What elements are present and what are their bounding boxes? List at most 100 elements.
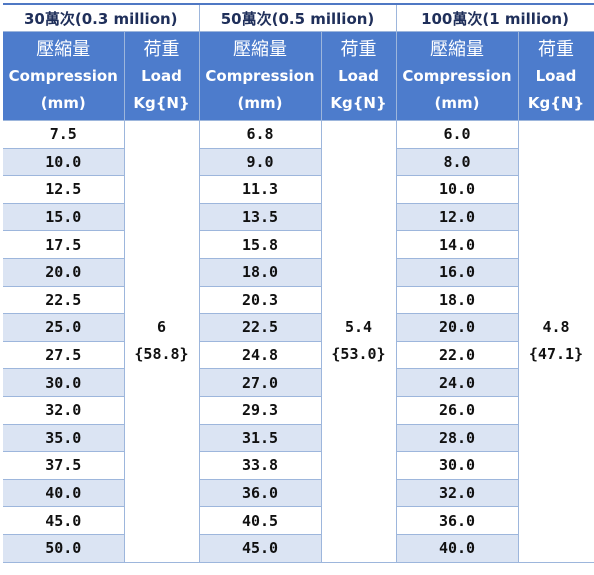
compression-cell: 35.0 [3, 423, 125, 453]
table-row: 50.0 45.0 40.0 [3, 533, 594, 563]
compression-cell: 22.5 [198, 313, 322, 342]
compression-header-zh: 壓縮量 [36, 38, 91, 60]
compression-cell: 24.0 [395, 368, 519, 397]
table-row: 12.5 11.3 10.0 [3, 175, 594, 204]
compression-cell: 20.3 [198, 285, 322, 315]
compression-header-zh: 壓縮量 [430, 38, 484, 60]
group-header-row: 30萬次(0.3 million) 50萬次(0.5 million) 100萬… [3, 3, 594, 32]
compression-cell: 27.5 [3, 340, 125, 370]
compression-cell: 20.0 [395, 313, 519, 342]
load-header-zh: 荷重 [143, 38, 180, 60]
compression-header-en: Compression [8, 66, 118, 85]
compression-cell: 6.0 [395, 120, 519, 149]
compression-cell: 22.5 [3, 285, 125, 315]
load-cell: 5.4 {53.0} [320, 120, 397, 563]
load-cell: 6 {58.8} [123, 120, 200, 563]
compression-cell: 11.3 [198, 175, 322, 204]
compression-cell: 17.5 [3, 230, 125, 259]
compression-cell: 32.0 [3, 395, 125, 425]
compression-cell: 9.0 [198, 147, 322, 177]
compression-cell: 40.0 [395, 533, 519, 563]
compression-cell: 6.8 [198, 120, 322, 149]
compression-cell: 25.0 [3, 313, 125, 342]
compression-cell: 27.0 [198, 368, 322, 397]
table-row: 10.0 9.0 8.0 [3, 147, 594, 177]
compression-header-zh: 壓縮量 [233, 38, 287, 60]
compression-cell: 31.5 [198, 423, 322, 453]
compression-cell: 50.0 [3, 533, 125, 563]
compression-load-table: 30萬次(0.3 million) 50萬次(0.5 million) 100萬… [3, 3, 594, 563]
compression-cell: 12.0 [395, 202, 519, 232]
group-title-1: 50萬次(0.5 million) [198, 3, 397, 32]
load-header-unit: Kg{N} [330, 93, 387, 112]
load-header-en: Load [535, 66, 577, 85]
compression-cell: 18.0 [198, 257, 322, 287]
compression-cell: 36.0 [395, 506, 519, 535]
table-row: 15.0 13.5 12.0 [3, 202, 594, 232]
compression-cell: 45.0 [3, 506, 125, 535]
compression-cell: 36.0 [198, 478, 322, 508]
compression-cell: 26.0 [395, 395, 519, 425]
compression-header-en: Compression [205, 66, 315, 85]
compression-cell: 40.0 [3, 478, 125, 508]
compression-cell: 15.0 [3, 202, 125, 232]
load-header-zh: 荷重 [538, 38, 574, 60]
compression-header-unit: (mm) [40, 93, 86, 112]
load-header-unit: Kg{N} [133, 93, 190, 112]
compression-cell: 30.0 [3, 368, 125, 397]
column-header-row: 壓縮量 Compression (mm) 荷重 Load Kg{N} 壓縮量 C… [3, 31, 594, 121]
table-row: 20.0 18.0 16.0 [3, 257, 594, 287]
compression-cell: 20.0 [3, 257, 125, 287]
compression-cell: 30.0 [395, 451, 519, 480]
compression-cell: 16.0 [395, 257, 519, 287]
table-row: 25.0 22.5 20.0 [3, 313, 594, 342]
compression-cell: 12.5 [3, 175, 125, 204]
load-header-2: 荷重 Load Kg{N} [517, 31, 594, 121]
table-row: 17.5 15.8 14.0 [3, 230, 594, 259]
table-row: 37.5 33.8 30.0 [3, 451, 594, 480]
table-row: 22.5 20.3 18.0 [3, 285, 594, 315]
compression-cell: 10.0 [3, 147, 125, 177]
table-row: 32.0 29.3 26.0 [3, 395, 594, 425]
compression-cell: 24.8 [198, 340, 322, 370]
load-kg-value: 6 [156, 318, 167, 337]
table-row: 40.0 36.0 32.0 [3, 478, 594, 508]
compression-cell: 22.0 [395, 340, 519, 370]
table-row: 30.0 27.0 24.0 [3, 368, 594, 397]
compression-header-unit: (mm) [434, 93, 480, 112]
table-row: 35.0 31.5 28.0 [3, 423, 594, 453]
compression-cell: 10.0 [395, 175, 519, 204]
load-newton-value: {53.0} [331, 345, 386, 364]
compression-header-2: 壓縮量 Compression (mm) [395, 31, 519, 121]
compression-cell: 8.0 [395, 147, 519, 177]
load-newton-value: {58.8} [134, 345, 189, 364]
compression-header-en: Compression [402, 66, 512, 85]
compression-cell: 33.8 [198, 451, 322, 480]
load-header-zh: 荷重 [340, 38, 377, 60]
load-kg-value: 5.4 [344, 318, 373, 337]
load-header-0: 荷重 Load Kg{N} [123, 31, 200, 121]
compression-cell: 32.0 [395, 478, 519, 508]
compression-cell: 14.0 [395, 230, 519, 259]
load-header-en: Load [141, 66, 182, 85]
compression-cell: 45.0 [198, 533, 322, 563]
table-row: 27.5 24.8 22.0 [3, 340, 594, 370]
compression-header-1: 壓縮量 Compression (mm) [198, 31, 322, 121]
group-title-2: 100萬次(1 million) [395, 3, 594, 32]
load-header-unit: Kg{N} [527, 93, 585, 112]
compression-cell: 13.5 [198, 202, 322, 232]
load-header-1: 荷重 Load Kg{N} [320, 31, 397, 121]
compression-cell: 37.5 [3, 451, 125, 480]
load-header-en: Load [338, 66, 379, 85]
group-title-0: 30萬次(0.3 million) [3, 3, 200, 32]
table-row: 7.5 6 {58.8} 6.8 5.4 {53.0} 6.0 4.8 {47.1} [3, 120, 594, 563]
compression-cell: 7.5 [3, 120, 125, 149]
load-cell: 4.8 {47.1} [517, 120, 594, 563]
compression-header-0: 壓縮量 Compression (mm) [3, 31, 125, 121]
compression-header-unit: (mm) [237, 93, 283, 112]
compression-cell: 40.5 [198, 506, 322, 535]
table-body: 7.5 6 {58.8} 6.8 5.4 {53.0} 6.0 4.8 {47.1} 10.0 9.… [3, 120, 594, 563]
compression-cell: 18.0 [395, 285, 519, 315]
load-kg-value: 4.8 [542, 318, 570, 337]
compression-cell: 28.0 [395, 423, 519, 453]
